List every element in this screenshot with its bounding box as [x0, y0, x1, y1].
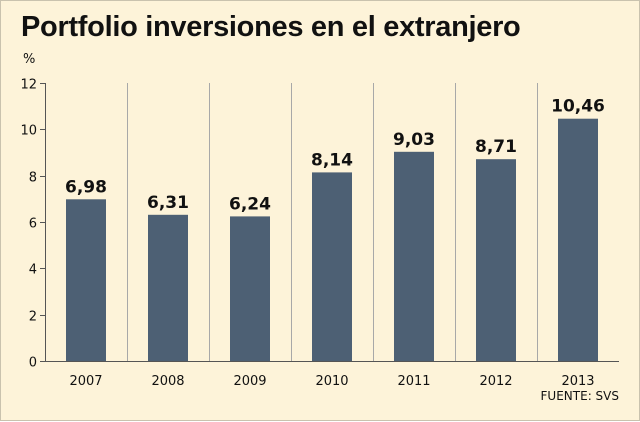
- y-tick-label: 8: [29, 171, 37, 186]
- x-category-label: 2008: [151, 374, 184, 389]
- bar-value-label: 8,14: [311, 150, 353, 170]
- x-category-label: 2013: [561, 374, 594, 389]
- x-category-label: 2012: [479, 374, 512, 389]
- y-tick-label: 10: [20, 124, 37, 139]
- bar: [148, 214, 188, 361]
- y-tick-label: 6: [29, 217, 37, 232]
- y-tick-label: 2: [29, 310, 37, 325]
- bar-value-label: 6,98: [65, 177, 107, 197]
- chart-title: Portfolio inversiones en el extranjero: [21, 11, 521, 43]
- y-tick-label: 0: [29, 356, 37, 371]
- y-tick-label: 4: [29, 263, 37, 278]
- bar-value-label: 9,03: [393, 130, 435, 150]
- y-axis-unit-label: %: [23, 52, 35, 67]
- bar-value-label: 6,31: [147, 193, 189, 213]
- bar: [230, 216, 270, 361]
- x-category-label: 2007: [69, 374, 102, 389]
- y-tick-label: 12: [20, 78, 37, 93]
- bar-value-label: 8,71: [475, 137, 517, 157]
- bar-value-label: 6,24: [229, 194, 271, 214]
- source-note: FUENTE: SVS: [540, 389, 619, 403]
- bar-value-label: 10,46: [551, 97, 605, 117]
- bar: [394, 151, 434, 361]
- x-category-label: 2009: [233, 374, 266, 389]
- bar: [558, 118, 598, 361]
- bar: [312, 172, 352, 361]
- bar: [476, 159, 516, 361]
- x-category-label: 2011: [397, 374, 430, 389]
- x-category-label: 2010: [315, 374, 348, 389]
- bar: [66, 199, 106, 361]
